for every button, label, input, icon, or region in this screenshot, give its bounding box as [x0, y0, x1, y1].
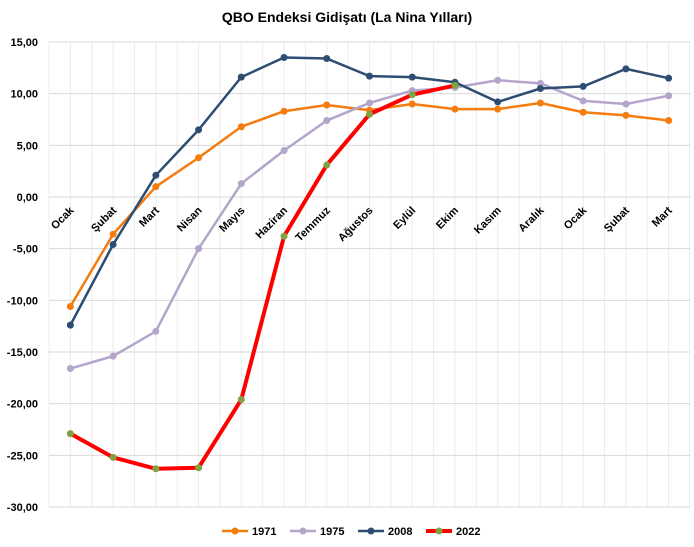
- legend-label: 2022: [456, 526, 480, 538]
- legend-marker: [435, 527, 443, 535]
- y-tick-label: 10,00: [10, 89, 38, 101]
- data-point: [408, 73, 416, 81]
- y-tick-label: 0,00: [17, 192, 38, 204]
- data-point: [152, 183, 160, 191]
- legend-label: 1971: [252, 526, 276, 538]
- chart-title: QBO Endeksi Gidişatı (La Nina Yılları): [222, 9, 472, 25]
- data-point: [408, 100, 416, 108]
- data-point: [152, 171, 160, 179]
- data-point: [237, 123, 245, 131]
- x-tick-label: Ocak: [49, 204, 77, 232]
- data-point: [280, 147, 288, 154]
- data-point: [280, 54, 288, 61]
- y-tick-label: -25,00: [7, 450, 38, 462]
- data-point: [237, 180, 245, 188]
- data-point: [237, 73, 245, 81]
- data-point: [665, 117, 673, 125]
- x-tick-label: Ocak: [562, 204, 590, 232]
- y-tick-label: -15,00: [7, 347, 38, 359]
- legend-item-1971: 1971: [222, 526, 276, 538]
- data-point: [66, 303, 74, 311]
- data-point: [536, 85, 544, 92]
- data-point: [195, 126, 203, 134]
- data-point: [536, 99, 544, 107]
- data-point: [195, 464, 203, 472]
- data-point: [280, 232, 288, 240]
- data-point: [323, 117, 331, 125]
- x-tick-label: Şubat: [89, 204, 119, 234]
- data-point: [579, 82, 587, 90]
- data-point: [622, 111, 630, 119]
- legend: 1971 1975 2008 2022: [222, 526, 480, 538]
- x-tick-label: Mart: [650, 204, 675, 229]
- y-tick-label: 5,00: [17, 140, 38, 152]
- data-point: [622, 100, 630, 108]
- gridlines: [48, 41, 691, 508]
- data-point: [579, 108, 587, 116]
- data-point: [536, 79, 544, 87]
- data-point: [494, 76, 502, 84]
- y-tick-label: 15,00: [10, 37, 38, 49]
- data-point: [66, 430, 74, 438]
- data-point: [66, 321, 74, 329]
- data-point: [323, 55, 331, 63]
- y-tick-label: -20,00: [7, 399, 38, 411]
- data-point: [195, 154, 203, 162]
- data-point: [665, 74, 673, 82]
- data-point: [451, 81, 459, 89]
- data-point: [366, 110, 373, 118]
- data-point: [323, 161, 331, 169]
- data-point: [152, 327, 160, 335]
- legend-marker: [299, 527, 307, 535]
- x-tick-label: Mayıs: [217, 205, 247, 235]
- legend-item-1975: 1975: [290, 526, 344, 538]
- series-lines: [66, 54, 673, 473]
- data-point: [109, 453, 117, 461]
- legend-item-2008: 2008: [358, 526, 412, 538]
- data-point: [280, 107, 288, 115]
- y-axis: 15,00 10,00 5,00 0,00 -5,00 -10,00 -15,00 -20,0…: [7, 37, 38, 514]
- x-tick-label: Ekim: [434, 204, 461, 231]
- data-point: [109, 241, 117, 249]
- data-point: [109, 352, 117, 360]
- y-tick-label: -5,00: [13, 244, 38, 256]
- data-point: [408, 91, 416, 99]
- x-tick-label: Aralık: [516, 204, 547, 235]
- legend-marker: [231, 527, 239, 535]
- data-point: [494, 98, 502, 106]
- data-point: [323, 101, 331, 109]
- data-point: [366, 72, 373, 80]
- legend-item-2022: 2022: [426, 526, 480, 538]
- data-point: [366, 99, 373, 107]
- legend-label: 1975: [320, 526, 344, 538]
- x-tick-label: Eylül: [391, 205, 418, 232]
- x-tick-label: Şubat: [602, 204, 632, 234]
- x-tick-label: Mart: [137, 204, 162, 229]
- data-point: [579, 97, 587, 105]
- y-tick-label: -30,00: [7, 502, 38, 514]
- data-point: [195, 245, 203, 253]
- y-tick-label: -10,00: [7, 295, 38, 307]
- data-point: [66, 365, 74, 373]
- data-point: [494, 105, 502, 113]
- data-point: [451, 105, 459, 113]
- legend-marker: [367, 527, 375, 535]
- data-point: [665, 92, 673, 100]
- series-line: [69, 83, 456, 471]
- series-1971: [66, 99, 673, 311]
- data-point: [152, 465, 160, 473]
- legend-label: 2008: [388, 526, 412, 538]
- series-2022: [66, 81, 459, 473]
- data-point: [622, 65, 630, 73]
- data-point: [109, 230, 117, 238]
- x-axis: Ocak Şubat Mart Nisan Mayıs Haziran Temmuz Ağus…: [49, 204, 675, 244]
- data-point: [237, 396, 245, 404]
- series-2008: [66, 54, 673, 329]
- x-tick-label: Nisan: [175, 204, 205, 234]
